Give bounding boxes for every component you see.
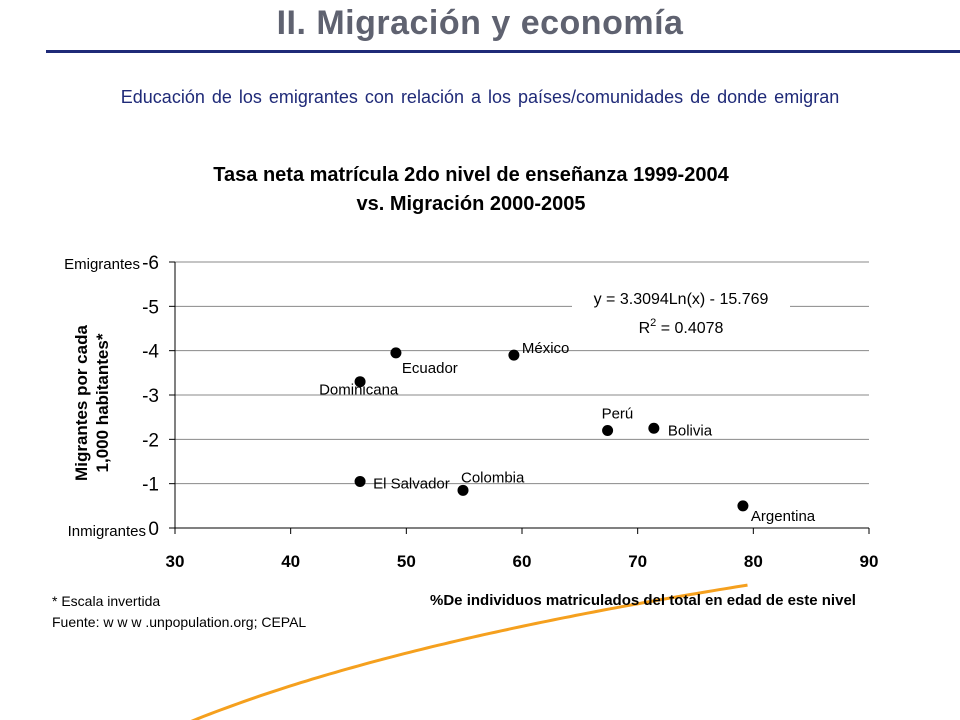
y-tick-label: -3 <box>142 386 159 407</box>
axes <box>169 261 870 534</box>
data-point-méxico <box>508 349 520 361</box>
x-axis-title: %De individuos matriculados del total en… <box>430 592 856 609</box>
y-tick-label: -1 <box>142 475 159 496</box>
data-point-label: Dominicana <box>319 382 399 399</box>
y-tick-label: -5 <box>142 297 159 318</box>
slide-title: II. Migración y economía <box>276 4 684 42</box>
data-point-perú <box>602 424 614 436</box>
trendline <box>190 583 748 720</box>
y-axis-title: Migrantes por cada 1,000 habitantes* <box>72 325 112 481</box>
data-point-label: Bolivia <box>668 422 713 439</box>
x-tick-label: 50 <box>397 552 416 571</box>
y-end-label-bottom: Inmigrantes <box>68 523 146 540</box>
y-axis-title-line-1: Migrantes por cada <box>72 325 91 481</box>
x-tick-label: 60 <box>513 552 532 571</box>
slide-subtitle: Educación de los emigrantes con relación… <box>120 87 840 107</box>
data-point-argentina <box>737 500 749 512</box>
data-point-label: México <box>522 340 570 357</box>
data-points <box>354 347 749 512</box>
chart-title-line-1: Tasa neta matrícula 2do nivel de enseñan… <box>213 164 729 186</box>
x-tick-label: 80 <box>744 552 763 571</box>
x-tick-label: 90 <box>860 552 879 571</box>
data-point-colombia <box>457 484 469 496</box>
data-point-label: Argentina <box>751 508 816 525</box>
trend-equation: y = 3.3094Ln(x) - 15.769 <box>594 291 769 308</box>
r-squared-value: = 0.4078 <box>656 320 723 337</box>
equation-backdrop <box>572 287 790 331</box>
y-tick-label: -6 <box>142 253 159 274</box>
y-tick-labels: -6 -5 -4 -3 -2 -1 0 <box>142 253 159 540</box>
r-squared-superscript: 2 <box>650 317 656 329</box>
trend-r-squared: R2 = 0.4078 <box>639 317 724 337</box>
y-tick-label: 0 <box>148 519 159 540</box>
data-point-ecuador <box>390 347 402 359</box>
footnote-inverted-scale: * Escala invertida <box>52 593 160 609</box>
data-point-label: Perú <box>602 405 634 422</box>
title-underline <box>46 50 960 53</box>
data-point-label: Ecuador <box>402 360 458 377</box>
data-point-bolivia <box>648 422 660 434</box>
x-tick-label: 70 <box>628 552 647 571</box>
data-point-label: Colombia <box>461 469 525 486</box>
data-point-label: El Salvador <box>373 475 450 492</box>
x-tick-label: 40 <box>281 552 300 571</box>
data-point-el-salvador <box>354 475 366 487</box>
footnote-source: Fuente: w w w .unpopulation.org; CEPAL <box>52 614 306 630</box>
y-tick-label: -2 <box>142 430 159 451</box>
r-squared-label: R <box>639 320 651 337</box>
y-tick-label: -4 <box>142 342 159 363</box>
x-tick-label: 30 <box>166 552 185 571</box>
x-tick-labels: 30 40 50 60 70 80 90 <box>166 552 879 571</box>
data-point-dominicana <box>354 376 366 388</box>
gridlines <box>175 261 869 485</box>
chart-title-line-2: vs. Migración 2000-2005 <box>356 193 585 215</box>
y-axis-title-line-2: 1,000 habitantes* <box>93 333 112 472</box>
y-end-label-top: Emigrantes <box>64 256 140 273</box>
